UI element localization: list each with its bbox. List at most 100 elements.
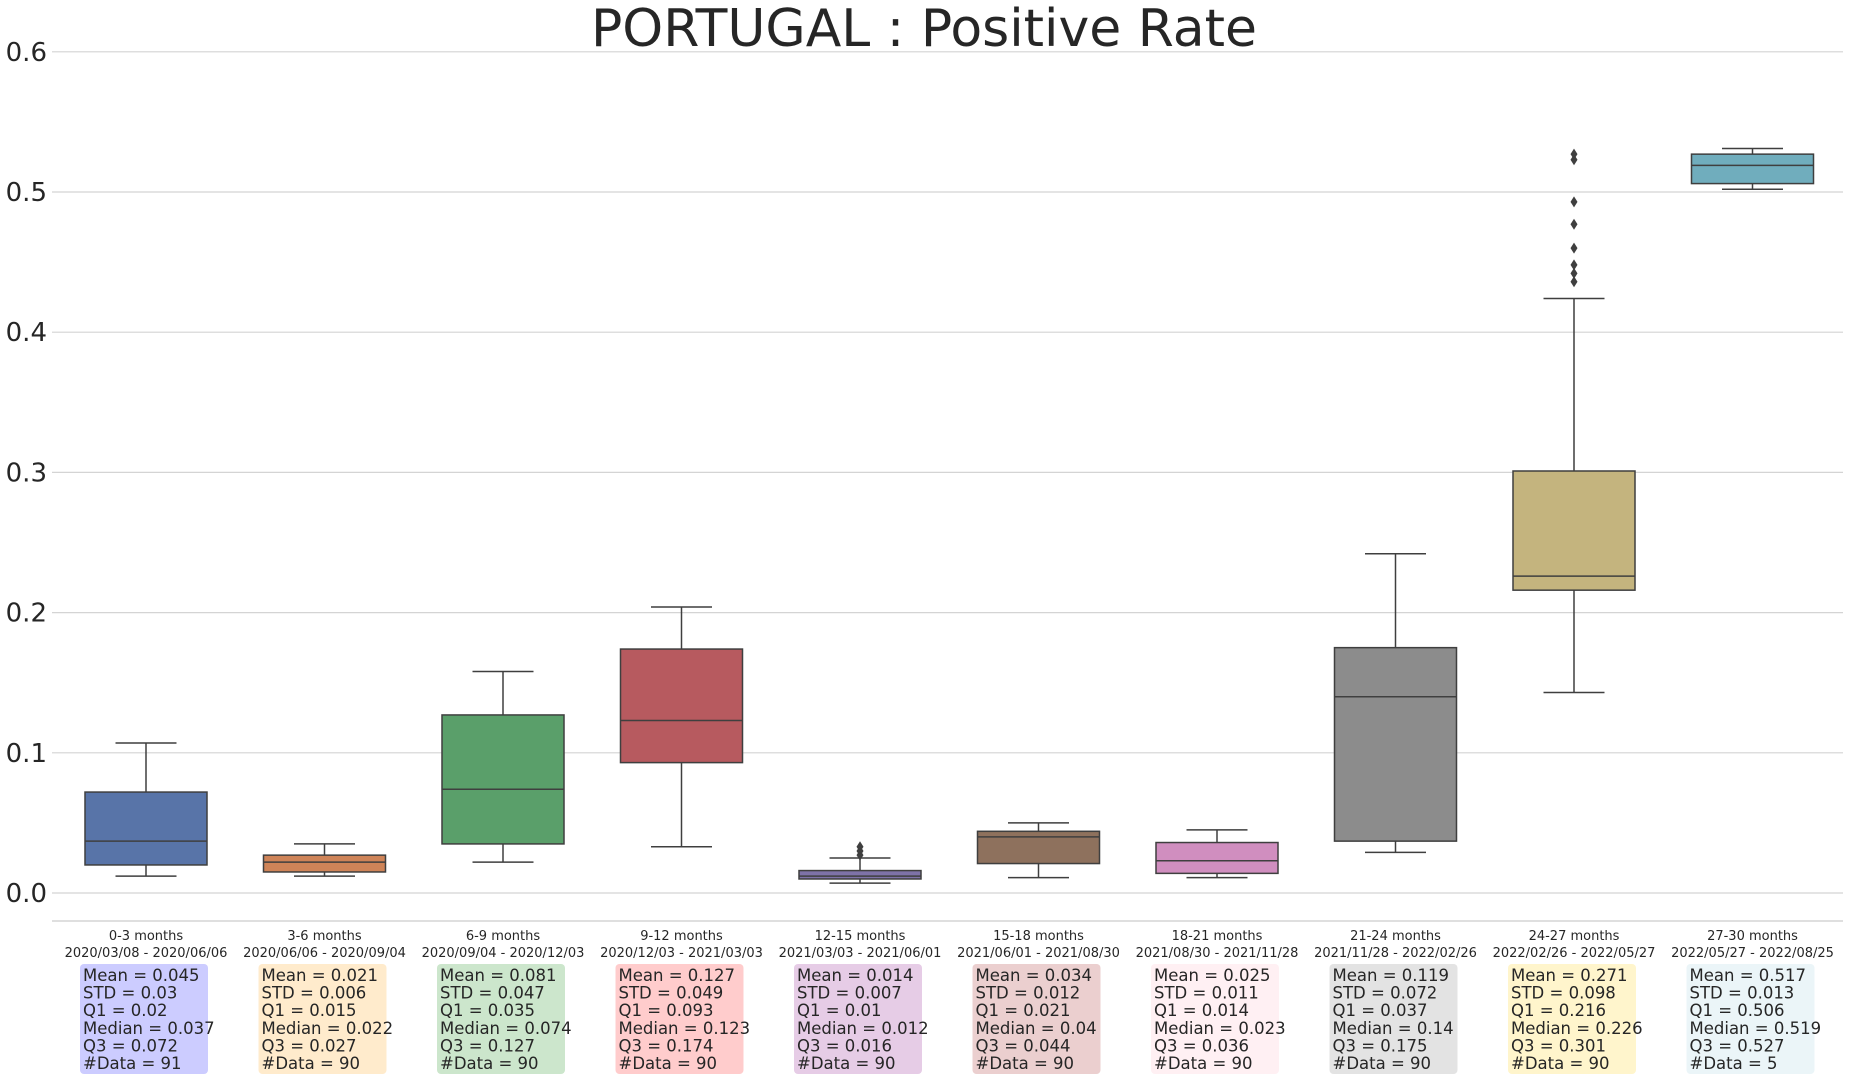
stat-line: #Data = 90	[1154, 1054, 1253, 1073]
iqr-box	[262, 854, 387, 873]
x-tick-dates: 2021/08/30 - 2021/11/28	[1136, 946, 1299, 961]
stat-line: Q1 = 0.015	[262, 1001, 357, 1020]
stat-line: Median = 0.037	[83, 1019, 215, 1038]
stat-line: Median = 0.012	[797, 1019, 929, 1038]
stat-line: Q3 = 0.016	[797, 1036, 892, 1055]
iqr-box	[441, 714, 565, 845]
stat-line: STD = 0.049	[619, 984, 724, 1003]
stat-line: Q1 = 0.037	[1333, 1001, 1428, 1020]
stat-line: STD = 0.098	[1511, 984, 1616, 1003]
x-tick-period: 3-6 months	[287, 929, 362, 944]
stat-line: Median = 0.022	[262, 1019, 394, 1038]
iqr-box	[976, 830, 1101, 865]
stat-box-background	[1508, 964, 1636, 1074]
x-tick-period: 21-24 months	[1350, 929, 1441, 944]
x-tick-period: 27-30 months	[1707, 929, 1798, 944]
stat-line: Median = 0.14	[1333, 1019, 1454, 1038]
stat-line: Median = 0.123	[619, 1019, 751, 1038]
y-tick-label: 0.5	[6, 178, 47, 208]
stat-line: Mean = 0.271	[1511, 966, 1628, 985]
stat-line: Mean = 0.127	[619, 966, 736, 985]
stat-line: Mean = 0.025	[1154, 966, 1271, 985]
iqr-box	[1155, 841, 1279, 875]
outlier-point	[1570, 218, 1578, 230]
x-tick-dates: 2021/03/03 - 2021/06/01	[779, 946, 942, 961]
outlier-point	[1570, 267, 1578, 279]
stat-line: STD = 0.013	[1690, 984, 1795, 1003]
stat-box-background	[615, 964, 744, 1074]
stat-line: Mean = 0.045	[83, 966, 200, 985]
stat-line: Q3 = 0.527	[1690, 1036, 1785, 1055]
x-tick-dates: 2020/12/03 - 2021/03/03	[600, 946, 763, 961]
stat-line: #Data = 90	[619, 1054, 718, 1073]
box-group	[1155, 829, 1279, 879]
x-tick-period: 9-12 months	[640, 929, 723, 944]
iqr-box	[1333, 646, 1458, 842]
stat-line: Median = 0.023	[1154, 1019, 1286, 1038]
x-tick-dates: 2022/02/26 - 2022/05/27	[1493, 946, 1656, 961]
stat-line: Q3 = 0.174	[619, 1036, 714, 1055]
stat-line: Q1 = 0.02	[83, 1001, 168, 1020]
box-group	[619, 606, 744, 848]
box-group	[1690, 147, 1815, 190]
stat-line: STD = 0.03	[83, 984, 177, 1003]
box-group	[262, 843, 387, 877]
stat-line: #Data = 91	[83, 1054, 182, 1073]
y-tick-label: 0.2	[6, 599, 47, 629]
y-tick-label: 0.0	[6, 879, 47, 909]
box-group	[84, 742, 208, 877]
y-tick-label: 0.6	[6, 38, 47, 68]
x-tick-dates: 2020/03/08 - 2020/06/06	[65, 946, 228, 961]
x-tick-period: 24-27 months	[1529, 929, 1620, 944]
stat-line: STD = 0.011	[1154, 984, 1259, 1003]
stat-line: Q3 = 0.044	[976, 1036, 1071, 1055]
stat-line: Median = 0.074	[440, 1019, 572, 1038]
stat-line: Q3 = 0.036	[1154, 1036, 1249, 1055]
box-group	[1333, 552, 1458, 854]
box-group	[441, 670, 565, 863]
stat-line: STD = 0.072	[1333, 984, 1438, 1003]
stat-line: Q3 = 0.301	[1511, 1036, 1606, 1055]
box-group	[798, 841, 922, 884]
stat-line: Mean = 0.014	[797, 966, 914, 985]
stat-line: #Data = 90	[1333, 1054, 1432, 1073]
stat-line: #Data = 5	[1690, 1054, 1778, 1073]
x-tick-period: 6-9 months	[466, 929, 541, 944]
iqr-box	[84, 791, 208, 866]
stat-line: Q1 = 0.093	[619, 1001, 714, 1020]
outlier-point	[1570, 154, 1578, 166]
stat-line: Median = 0.519	[1690, 1019, 1822, 1038]
x-tick-dates: 2020/09/04 - 2020/12/03	[422, 946, 585, 961]
stat-line: Q1 = 0.506	[1690, 1001, 1785, 1020]
stat-line: Q1 = 0.01	[797, 1001, 882, 1020]
stat-box-background	[794, 964, 922, 1074]
stat-box-background	[1686, 964, 1815, 1074]
boxes	[84, 147, 1815, 884]
y-tick-label: 0.3	[6, 458, 47, 488]
stat-line: STD = 0.006	[262, 984, 367, 1003]
stat-line: #Data = 90	[976, 1054, 1075, 1073]
x-tick-dates: 2021/06/01 - 2021/08/30	[957, 946, 1120, 961]
stat-line: STD = 0.012	[976, 984, 1081, 1003]
iqr-box	[1690, 153, 1815, 185]
stat-line: Q1 = 0.021	[976, 1001, 1071, 1020]
x-tick-period: 15-18 months	[993, 929, 1084, 944]
iqr-box	[798, 869, 922, 880]
iqr-box	[1512, 470, 1636, 591]
stat-line: #Data = 90	[262, 1054, 361, 1073]
y-tick-label: 0.4	[6, 318, 47, 348]
x-tick-dates: 2021/11/28 - 2022/02/26	[1314, 946, 1477, 961]
outlier-point	[1570, 196, 1578, 208]
stat-line: STD = 0.047	[440, 984, 545, 1003]
grid-lines	[52, 51, 1843, 894]
